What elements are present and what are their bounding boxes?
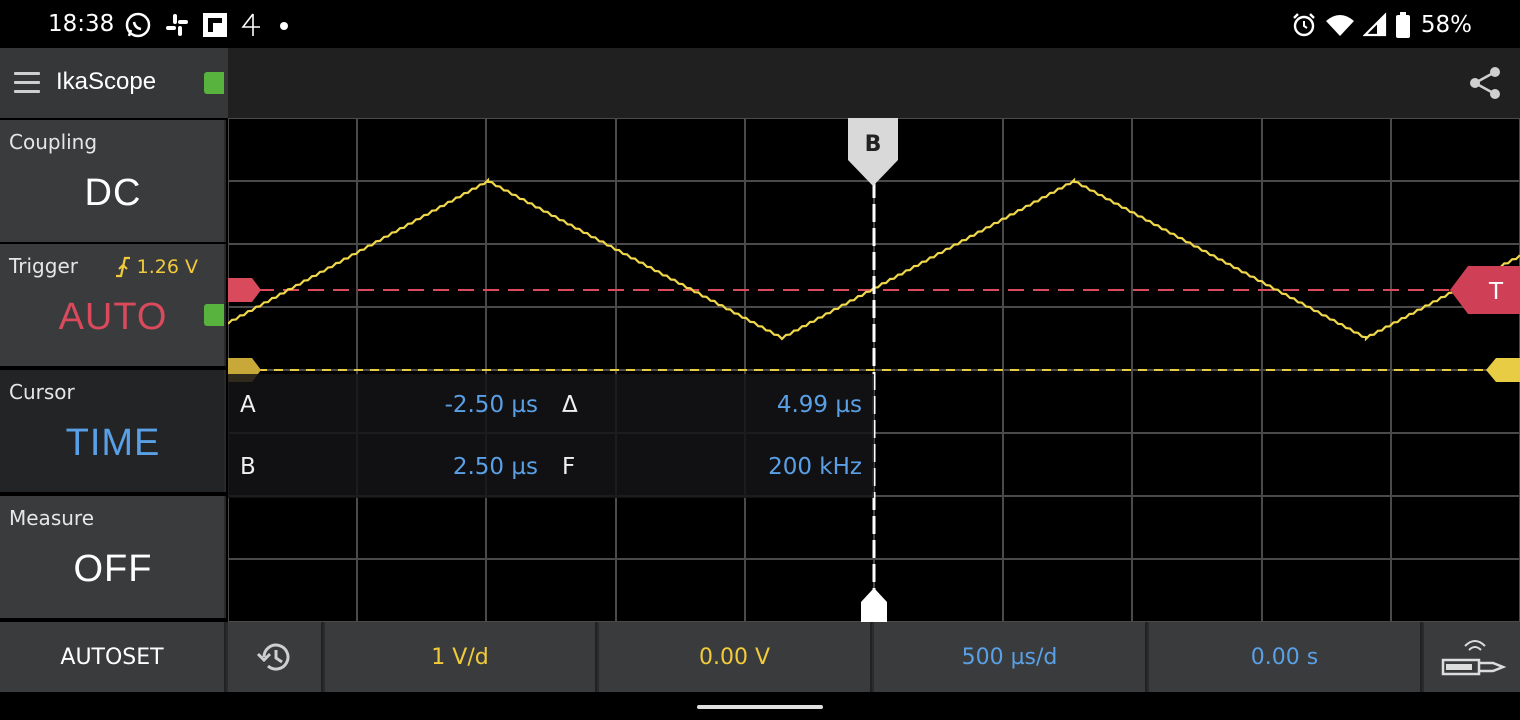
signal-trace xyxy=(228,177,1520,342)
cursor-b-handle[interactable]: B xyxy=(848,118,898,186)
battery-percent: 58% xyxy=(1420,12,1472,38)
bottom-toolbar: AUTOSET 1 V/d 0.00 V 500 µs/d 0.00 s xyxy=(0,622,1520,692)
scope-graticule: B T xyxy=(228,118,1520,622)
flipboard-icon xyxy=(203,13,227,37)
trigger-level-value: 1.26 V xyxy=(136,256,198,278)
probe-button[interactable] xyxy=(1424,622,1520,692)
cursor-a-value: -2.50 µs xyxy=(444,392,538,418)
cursor-mode-value: TIME xyxy=(65,422,161,464)
trigger-level: 1.26 V xyxy=(115,256,198,278)
cursor-b-key: B xyxy=(240,454,256,480)
coupling-value: DC xyxy=(84,172,142,214)
trigger-level-left-marker[interactable] xyxy=(228,278,261,302)
cursor-b-bottom-handle[interactable] xyxy=(861,588,887,622)
cursor-b-value: 2.50 µs xyxy=(452,454,538,480)
volts-per-div-button[interactable]: 1 V/d xyxy=(325,622,597,692)
probe-icon xyxy=(1441,640,1507,676)
cursor-label: Cursor xyxy=(9,380,75,404)
signal-icon xyxy=(1362,12,1386,37)
rising-edge-icon xyxy=(115,256,130,278)
app-header: IkaScope xyxy=(0,48,228,118)
cursor-readout-table: A -2.50 µs Δ 4.99 µs B 2.50 µs F 200 kHz xyxy=(228,374,874,498)
trigger-marker[interactable]: T xyxy=(1450,266,1520,314)
clock: 18:38 xyxy=(48,11,115,37)
battery-icon xyxy=(1395,12,1410,38)
measure-label: Measure xyxy=(9,506,94,530)
time-offset-button[interactable]: 0.00 s xyxy=(1149,622,1422,692)
ground-right-marker[interactable] xyxy=(1486,358,1520,382)
coupling-control[interactable]: Coupling DC xyxy=(0,120,226,242)
frequency-key: F xyxy=(562,454,576,480)
notification-icons xyxy=(124,10,292,40)
connection-indicator xyxy=(204,72,224,94)
trigger-control[interactable]: Trigger 1.26 V AUTO xyxy=(0,244,226,366)
history-icon xyxy=(256,643,289,671)
cursor-b-label: B xyxy=(865,132,882,157)
menu-icon[interactable] xyxy=(14,72,40,94)
frequency-value: 200 kHz xyxy=(768,454,862,480)
app-title: IkaScope xyxy=(56,68,157,95)
alarm-icon xyxy=(1293,13,1315,37)
history-button[interactable] xyxy=(228,622,323,692)
trigger-label: Trigger xyxy=(9,254,78,278)
slack-icon xyxy=(166,14,188,36)
trigger-marker-label: T xyxy=(1488,279,1504,305)
measure-value: OFF xyxy=(73,548,153,590)
voltage-offset-button[interactable]: 0.00 V xyxy=(599,622,872,692)
time-per-div-button[interactable]: 500 µs/d xyxy=(874,622,1147,692)
trigger-mode-value: AUTO xyxy=(58,296,168,338)
dot-icon xyxy=(280,22,288,30)
coupling-label: Coupling xyxy=(9,130,98,154)
cursor-control[interactable]: Cursor TIME xyxy=(0,370,226,492)
measure-control[interactable]: Measure OFF xyxy=(0,496,226,618)
whatsapp-icon xyxy=(125,12,151,38)
wifi-icon xyxy=(1325,15,1354,36)
autoset-button[interactable]: AUTOSET xyxy=(0,622,226,692)
top-bar xyxy=(228,48,1520,118)
control-panel: IkaScope Coupling DC Trigger 1.26 V AUTO… xyxy=(0,48,228,622)
home-gesture-handle[interactable] xyxy=(697,705,823,709)
scope-display[interactable]: B T A -2.50 µs Δ 4.99 µs B 2.50 µs F 200… xyxy=(228,118,1520,622)
cursor-delta-key: Δ xyxy=(562,392,578,418)
trigger-indicator xyxy=(204,304,224,326)
cursor-a-key: A xyxy=(240,392,256,418)
status-bar: 18:38 58% xyxy=(0,0,1520,48)
share-icon[interactable] xyxy=(1468,66,1502,100)
channel4-icon xyxy=(241,13,260,36)
system-nav-bar xyxy=(0,692,1520,720)
cursor-delta-value: 4.99 µs xyxy=(776,392,862,418)
system-icons: 58% xyxy=(1291,10,1472,40)
